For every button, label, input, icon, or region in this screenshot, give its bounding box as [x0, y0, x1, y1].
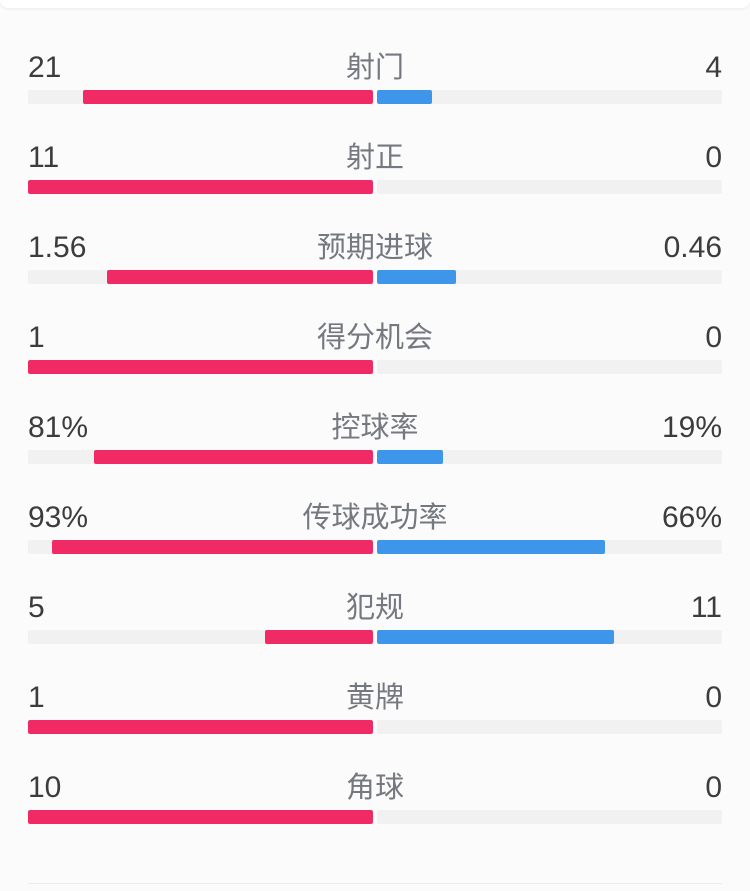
home-bar-fill — [52, 540, 373, 554]
home-bar-fill — [28, 180, 373, 194]
away-bar-track — [377, 450, 722, 464]
home-bar-track — [28, 630, 373, 644]
away-bar-track — [377, 90, 722, 104]
home-bar-fill — [93, 450, 373, 464]
home-bar-track — [28, 90, 373, 104]
away-bar-track — [377, 810, 722, 824]
stat-row: 10 角球 0 — [28, 770, 722, 860]
home-bar-fill — [28, 720, 373, 734]
bottom-divider — [28, 883, 722, 884]
stat-label: 犯规 — [345, 592, 404, 624]
away-bar-track — [377, 360, 722, 374]
stat-label: 射门 — [345, 52, 404, 84]
home-bar-fill — [28, 810, 373, 824]
stat-bar — [28, 810, 722, 824]
stat-row: 1.56 预期进球 0.46 — [28, 230, 722, 320]
stat-header: 1.56 预期进球 0.46 — [28, 230, 722, 266]
home-value: 10 — [28, 771, 62, 804]
stat-label: 黄牌 — [345, 682, 404, 714]
home-bar-track — [28, 360, 373, 374]
stat-bar — [28, 180, 722, 194]
home-bar-fill — [106, 270, 373, 284]
stat-bar — [28, 630, 722, 644]
stat-bar — [28, 540, 722, 554]
away-bar-track — [377, 720, 722, 734]
away-bar-fill — [377, 540, 605, 554]
home-value: 1 — [28, 321, 45, 354]
home-value: 1 — [28, 681, 45, 714]
stat-header: 5 犯规 11 — [28, 590, 722, 626]
stat-header: 93% 传球成功率 66% — [28, 500, 722, 536]
home-bar-fill — [265, 630, 373, 644]
away-bar-fill — [377, 270, 456, 284]
stat-bar — [28, 270, 722, 284]
stat-row: 21 射门 4 — [28, 50, 722, 140]
stat-header: 11 射正 0 — [28, 140, 722, 176]
stat-header: 10 角球 0 — [28, 770, 722, 806]
home-bar-track — [28, 270, 373, 284]
away-bar-fill — [377, 90, 433, 104]
stat-bar — [28, 90, 722, 104]
stat-bar — [28, 720, 722, 734]
away-bar-track — [377, 270, 722, 284]
away-bar-track — [377, 630, 722, 644]
stat-label: 射正 — [345, 142, 404, 174]
stat-bar — [28, 450, 722, 464]
home-bar-track — [28, 450, 373, 464]
top-card-edge — [0, 0, 750, 8]
stat-label: 传球成功率 — [302, 502, 448, 534]
home-value: 81% — [28, 411, 89, 444]
home-bar-track — [28, 720, 373, 734]
home-value: 21 — [28, 51, 62, 84]
away-value: 0 — [705, 141, 722, 174]
away-bar-track — [377, 180, 722, 194]
home-bar-track — [28, 180, 373, 194]
away-bar-track — [377, 540, 722, 554]
away-bar-fill — [377, 630, 615, 644]
home-bar-track — [28, 540, 373, 554]
away-value: 0 — [705, 321, 722, 354]
stat-header: 81% 控球率 19% — [28, 410, 722, 446]
stat-bar — [28, 360, 722, 374]
home-value: 93% — [28, 501, 89, 534]
stat-label: 得分机会 — [316, 322, 433, 354]
stat-header: 1 得分机会 0 — [28, 320, 722, 356]
stat-row: 81% 控球率 19% — [28, 410, 722, 500]
home-value: 1.56 — [28, 231, 87, 264]
home-bar-fill — [28, 360, 373, 374]
stat-label: 预期进球 — [316, 232, 433, 264]
away-value: 0 — [705, 771, 722, 804]
away-value: 11 — [690, 591, 722, 624]
stat-row: 11 射正 0 — [28, 140, 722, 230]
away-value: 0 — [705, 681, 722, 714]
stat-row: 1 黄牌 0 — [28, 680, 722, 770]
home-bar-fill — [83, 90, 373, 104]
stat-label: 控球率 — [331, 412, 419, 444]
away-value: 4 — [705, 51, 722, 84]
stat-header: 21 射门 4 — [28, 50, 722, 86]
stat-label: 角球 — [345, 772, 404, 804]
stat-row: 5 犯规 11 — [28, 590, 722, 680]
stat-row: 1 得分机会 0 — [28, 320, 722, 410]
away-bar-fill — [377, 450, 443, 464]
away-value: 66% — [661, 501, 722, 534]
home-bar-track — [28, 810, 373, 824]
stat-header: 1 黄牌 0 — [28, 680, 722, 716]
away-value: 0.46 — [663, 231, 722, 264]
away-value: 19% — [661, 411, 722, 444]
stat-row: 93% 传球成功率 66% — [28, 500, 722, 590]
home-value: 5 — [28, 591, 45, 624]
home-value: 11 — [28, 141, 60, 174]
stats-list: 21 射门 4 11 射正 0 1.56 预期进球 0.46 1 得分机会 0 81% 控球率 19% 93%… — [0, 8, 750, 860]
